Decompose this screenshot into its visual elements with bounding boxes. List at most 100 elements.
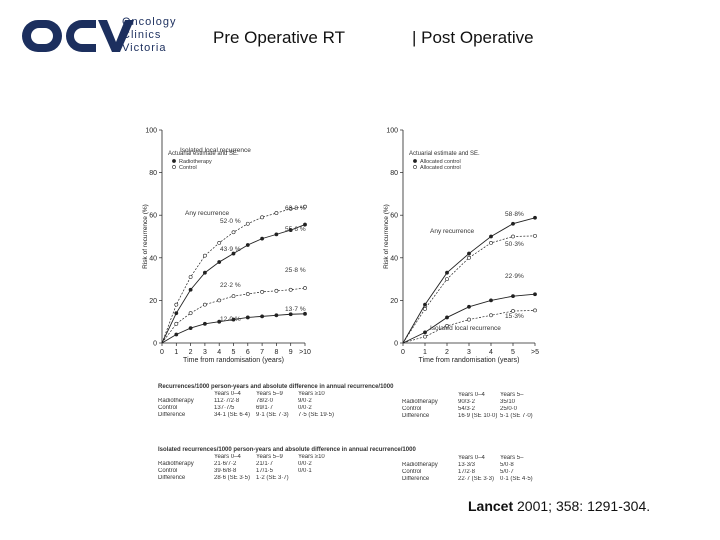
table-cell: 22·7 (SE 3·3) xyxy=(458,476,495,482)
table-cell: Years 0–4 xyxy=(458,455,485,461)
table-row: Radiotherapy 112·7/2·8 78/2·0 9/0·2 xyxy=(158,398,393,405)
data-point xyxy=(489,298,493,303)
legend-marker xyxy=(413,165,417,169)
x-axis-label: Time from randomisation (years) xyxy=(183,357,284,364)
annotation: Isolated local recurrence xyxy=(180,147,251,154)
x-tick-label: 3 xyxy=(203,349,207,356)
data-point xyxy=(188,287,193,292)
table-row: Years 0–4 Years 5–9 Years ≥10 xyxy=(158,391,393,398)
table-cell: Control xyxy=(402,406,422,412)
table-cell: 0/0·2 xyxy=(298,405,312,411)
table-cell: Years 5– xyxy=(500,392,524,398)
table-cell: 9·1 (SE 7·3) xyxy=(256,412,289,418)
y-tick-label: 100 xyxy=(145,128,157,135)
legend-entry: Control xyxy=(179,165,197,171)
data-point xyxy=(288,206,293,211)
annotation: 15·3% xyxy=(505,313,524,320)
data-point xyxy=(245,221,250,226)
table-cell: 112·7/2·8 xyxy=(214,398,240,404)
table-row: Years 0–4 Years 5– xyxy=(402,455,542,462)
annotation: 12·0 % xyxy=(220,316,241,323)
table-cell: 90/3·2 xyxy=(458,399,476,405)
x-tick-label: 4 xyxy=(217,349,221,356)
table-row: Years 0–4 Years 5–9 Years ≥10 xyxy=(158,454,416,461)
table-cell: 17/1·5 xyxy=(256,468,274,474)
data-point xyxy=(533,308,537,313)
y-tick-label: 0 xyxy=(394,341,398,348)
data-point xyxy=(231,230,236,235)
table-cell: Radiotherapy xyxy=(402,399,438,405)
table-cell xyxy=(158,391,214,398)
data-point xyxy=(203,321,207,326)
data-point xyxy=(303,286,307,290)
table-row: Difference 34·1 (SE 6·4) 9·1 (SE 7·3) 7·5 (… xyxy=(158,412,393,419)
table-cell xyxy=(158,454,214,461)
table-cell: Years 0–4 xyxy=(214,454,241,460)
data-point xyxy=(245,315,250,320)
table-cell xyxy=(402,455,458,462)
data-point xyxy=(174,302,179,307)
data-point xyxy=(203,302,207,307)
x-tick-label: 2 xyxy=(189,349,193,356)
table-cell: Difference xyxy=(158,412,186,418)
data-point xyxy=(217,319,222,324)
data-point xyxy=(188,311,193,316)
data-point xyxy=(260,289,265,294)
table-row: Control 54/3·2 25/0·0 xyxy=(402,406,542,413)
legend-marker xyxy=(413,159,417,163)
data-point xyxy=(274,313,279,318)
ocv-logo xyxy=(22,20,134,52)
table-cell: Radiotherapy xyxy=(158,398,194,404)
data-point xyxy=(303,204,307,209)
logo-word: Victoria xyxy=(122,42,167,54)
x-tick-label: 8 xyxy=(274,349,278,356)
data-point xyxy=(445,270,449,275)
table-cell: Radiotherapy xyxy=(402,462,438,468)
data-point xyxy=(260,215,265,220)
y-tick-label: 0 xyxy=(153,341,157,348)
table-cell: 5/0·8 xyxy=(500,462,514,468)
annotation: Any recurrence xyxy=(430,228,474,235)
data-point xyxy=(274,211,279,215)
table-row: Radiotherapy 90/3·2 35/10 xyxy=(402,399,542,406)
data-point xyxy=(188,326,193,330)
table-cell: Difference xyxy=(402,476,430,482)
data-point xyxy=(217,260,222,264)
table-cell: 21·6/7·2 xyxy=(214,461,237,467)
table-cell: 17/2·8 xyxy=(458,469,476,475)
table-cell: 9/0·2 xyxy=(298,398,312,404)
table-cell: 16·9 (SE 10·0) xyxy=(458,413,498,419)
table-cell: Years 0–4 xyxy=(458,392,485,398)
table-cell: Radiotherapy xyxy=(158,461,194,467)
data-point xyxy=(445,315,449,320)
table-cell: 0·1 (SE 4·5) xyxy=(500,476,533,482)
table-cell: Control xyxy=(402,469,422,475)
table-cell: 0/0·1 xyxy=(298,468,312,474)
data-point xyxy=(231,317,236,322)
annotation: 25·8 % xyxy=(285,267,306,274)
y-tick-label: 20 xyxy=(149,298,157,305)
pre-operative-heading: Pre Operative RT xyxy=(213,28,345,47)
x-tick-label: 2 xyxy=(445,349,449,356)
data-point xyxy=(489,234,493,239)
data-point xyxy=(217,240,222,245)
data-point xyxy=(467,304,471,309)
data-point xyxy=(288,287,293,292)
data-point xyxy=(245,243,250,247)
data-point xyxy=(288,228,293,233)
legend-title: Actuarial estimate and SE. xyxy=(168,151,239,157)
annotation: 52·0 % xyxy=(220,218,241,225)
data-point xyxy=(511,234,515,239)
y-tick-label: 60 xyxy=(390,213,398,220)
table-cell: Years ≥10 xyxy=(298,391,325,397)
data-point xyxy=(423,334,427,339)
table-cell: 7·5 (SE 19·5) xyxy=(298,412,335,418)
table-row: Radiotherapy 13·3/3 5/0·8 xyxy=(402,462,542,469)
x-axis-label: Time from randomisation (years) xyxy=(419,357,520,364)
table-cell: 54/3·2 xyxy=(458,406,476,412)
table-cell: 21/1·7 xyxy=(256,461,274,467)
annotation: 55·6 % xyxy=(285,226,306,233)
table-cell: 0/0·2 xyxy=(298,461,312,467)
table-cell xyxy=(402,392,458,399)
x-tick-label: 9 xyxy=(289,349,293,356)
